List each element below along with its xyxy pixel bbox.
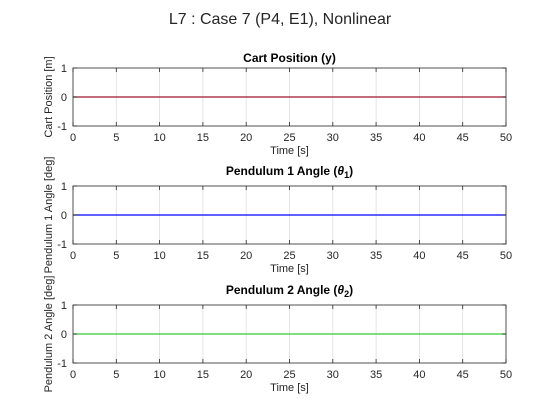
subplot-title-end: ) — [349, 283, 353, 297]
x-tick-label: 40 — [413, 369, 425, 381]
x-tick-label: 50 — [500, 369, 512, 381]
subplot-title-subscript: 1 — [344, 170, 349, 180]
x-tick-label: 15 — [197, 250, 209, 262]
x-tick-label: 35 — [370, 250, 382, 262]
x-tick-label: 40 — [413, 250, 425, 262]
x-tick-label: 15 — [197, 369, 209, 381]
x-tick-label: 45 — [457, 369, 469, 381]
x-tick-label: 35 — [370, 132, 382, 144]
subplot-cart-position: Cart Position (y) 0 5 10 15 20 25 30 35 40 45 50-1… — [43, 51, 512, 157]
subplot-title-symbol: θ — [337, 283, 344, 297]
y-axis-label: Cart Position [m] — [43, 56, 55, 137]
y-tick-label: 0 — [61, 210, 67, 222]
figure-suptitle: L7 : Case 7 (P4, E1), Nonlinear — [169, 11, 392, 28]
subplot-title-main: Pendulum 1 Angle ( — [226, 164, 338, 178]
x-tick-label: 45 — [457, 132, 469, 144]
subplot-pendulum-1-angle: Pendulum 1 Angle (θ1) 0 5 10 15 20 25 30 35 40 45… — [43, 157, 512, 275]
y-axis-label: Pendulum 1 Angle [deg] — [43, 157, 55, 274]
x-tick-label: 10 — [153, 369, 165, 381]
x-tick-label: 35 — [370, 369, 382, 381]
subplot-title-main: Pendulum 2 Angle ( — [226, 283, 338, 297]
x-axis-label: Time [s] — [270, 145, 309, 157]
x-tick-label: 30 — [327, 132, 339, 144]
subplot-title-symbol: θ — [337, 164, 344, 178]
x-tick-label: 5 — [113, 250, 119, 262]
x-tick-label: 50 — [500, 132, 512, 144]
x-tick-label: 5 — [113, 369, 119, 381]
subplot-title-end: ) — [349, 164, 353, 178]
subplot-title: Cart Position (y) — [243, 51, 336, 65]
x-tick-label: 15 — [197, 132, 209, 144]
x-tick-label: 30 — [327, 250, 339, 262]
x-axis-label: Time [s] — [270, 382, 309, 394]
x-tick-label: 45 — [457, 250, 469, 262]
x-axis-label: Time [s] — [270, 263, 309, 275]
y-tick-label: 1 — [61, 63, 67, 75]
x-tick-label: 30 — [327, 369, 339, 381]
y-tick-label: -1 — [57, 121, 67, 133]
subplot-title-subscript: 2 — [344, 289, 349, 299]
y-tick-label: 0 — [61, 92, 67, 104]
x-tick-label: 40 — [413, 132, 425, 144]
x-tick-label: 20 — [240, 369, 252, 381]
x-tick-label: 0 — [70, 132, 76, 144]
x-tick-label: 25 — [283, 250, 295, 262]
y-tick-label: 0 — [61, 329, 67, 341]
x-tick-label: 10 — [153, 250, 165, 262]
x-tick-label: 10 — [153, 132, 165, 144]
y-tick-label: -1 — [57, 239, 67, 251]
x-tick-label: 5 — [113, 132, 119, 144]
y-tick-label: 1 — [61, 181, 67, 193]
y-tick-label: -1 — [57, 358, 67, 370]
subplot-pendulum-2-angle: Pendulum 2 Angle (θ2) 0 5 10 15 20 25 30 35 40 45… — [43, 276, 512, 394]
y-tick-label: 1 — [61, 300, 67, 312]
subplot-title: Pendulum 2 Angle (θ2) — [226, 283, 353, 299]
x-tick-label: 20 — [240, 132, 252, 144]
x-tick-label: 0 — [70, 250, 76, 262]
y-axis-label: Pendulum 2 Angle [deg] — [43, 276, 55, 393]
x-tick-label: 0 — [70, 369, 76, 381]
subplot-title: Pendulum 1 Angle (θ1) — [226, 164, 353, 180]
x-tick-label: 50 — [500, 250, 512, 262]
x-tick-label: 20 — [240, 250, 252, 262]
x-tick-label: 25 — [283, 132, 295, 144]
x-tick-label: 25 — [283, 369, 295, 381]
